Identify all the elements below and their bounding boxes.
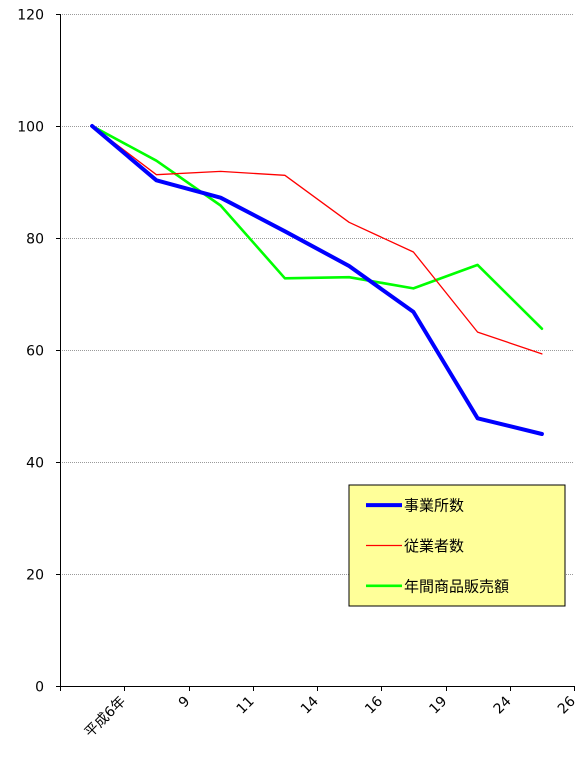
- y-tick-label: 100: [17, 120, 44, 136]
- x-tick-label: 19: [426, 694, 450, 718]
- legend-label: 従業者数: [404, 537, 464, 555]
- x-tick-label: 26: [555, 693, 579, 717]
- x-tick-label: 14: [298, 693, 322, 717]
- x-tick-label: 16: [362, 693, 386, 717]
- series-line: [90, 124, 544, 436]
- y-tick-label: 60: [26, 344, 44, 360]
- y-tick-label: 20: [26, 568, 44, 584]
- x-tick-label: 11: [234, 694, 258, 718]
- series-line: [91, 125, 543, 355]
- series-lines: [90, 124, 544, 436]
- x-tick-label: 9: [176, 694, 194, 712]
- y-tick-label: 80: [26, 232, 44, 248]
- x-tick-label: 24: [491, 693, 515, 717]
- legend-label: 年間商品販売額: [404, 577, 509, 595]
- y-tick-label: 0: [35, 680, 44, 696]
- legend-label: 事業所数: [404, 497, 464, 515]
- y-tick-label: 40: [26, 456, 44, 472]
- x-axis-tick-labels: 平成6年 9 11 14 16 19 24 26: [82, 693, 579, 740]
- y-tick-label: 120: [17, 8, 44, 24]
- x-tick-label: 平成6年: [82, 694, 129, 741]
- series-line: [90, 124, 544, 331]
- x-axis-ticks: [60, 686, 575, 691]
- y-axis-tick-labels: 0 20 40 60 80 100 120: [17, 8, 60, 696]
